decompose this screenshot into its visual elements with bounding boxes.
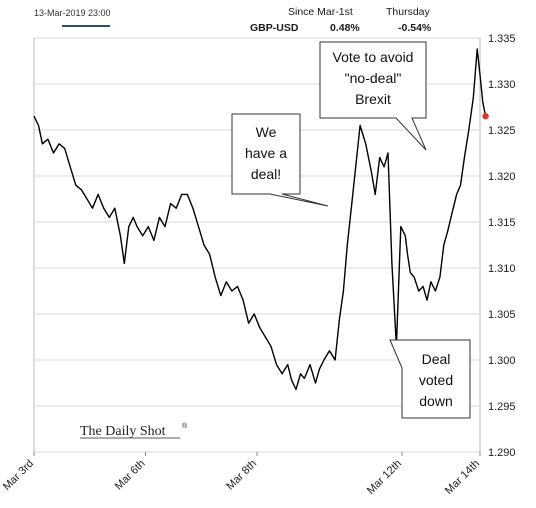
x-tick-label: Mar 6th xyxy=(113,458,148,493)
gridlines xyxy=(34,37,480,453)
series-name: GBP-USD xyxy=(250,22,299,34)
brand-text: The Daily Shot xyxy=(80,424,166,439)
thursday-column-header: Thursday xyxy=(386,6,430,18)
callout-text-line: deal! xyxy=(251,166,281,182)
brand-registered-mark: ® xyxy=(182,422,188,430)
series-line-gbp-usd xyxy=(33,48,487,391)
x-axis: Mar 3rd Mar 6th Mar 8th Mar 12th Mar 14th xyxy=(1,452,482,497)
y-tick-label: 1.305 xyxy=(488,309,516,321)
callout-text-line: "no-deal" xyxy=(345,70,402,86)
legend-swatch xyxy=(62,25,110,27)
y-tick-label: 1.300 xyxy=(488,355,516,367)
callout-text-line: voted xyxy=(419,372,453,388)
thursday-value: -0.54% xyxy=(398,22,432,34)
since-value: 0.48% xyxy=(330,22,360,34)
callout-text-line: Brexit xyxy=(355,91,391,107)
y-tick-label: 1.290 xyxy=(488,447,516,459)
callout-text-line: down xyxy=(419,393,452,409)
y-tick-label: 1.330 xyxy=(488,79,516,91)
callout-vote-to-avoid-no-deal: Vote to avoid "no-deal" Brexit xyxy=(319,41,427,151)
callout-have-a-deal: We have a deal! xyxy=(231,113,329,207)
y-axis: 1.290 1.295 1.300 1.305 1.310 1.315 1.320 1.325… xyxy=(488,33,516,459)
timestamp: 13-Mar-2019 23:00 xyxy=(34,8,111,18)
callout-text-line: have a xyxy=(245,145,287,161)
last-value-marker xyxy=(482,113,489,120)
y-tick-label: 1.325 xyxy=(488,125,516,137)
callout-bubble xyxy=(319,41,427,151)
y-tick-label: 1.310 xyxy=(488,263,516,275)
x-tick-label: Mar 3rd xyxy=(1,458,36,493)
since-column-header: Since Mar-1st xyxy=(288,6,353,18)
y-tick-label: 1.295 xyxy=(488,401,516,413)
series-layer xyxy=(33,48,489,391)
callout-text-line: Deal xyxy=(422,351,451,367)
y-tick-label: 1.315 xyxy=(488,217,516,229)
y-tick-label: 1.335 xyxy=(488,33,516,45)
callout-deal-voted-down: Deal voted down xyxy=(389,339,471,419)
brand-logo: The Daily Shot ® xyxy=(80,422,188,439)
x-tick-label: Mar 14th xyxy=(443,458,482,497)
callout-bubble xyxy=(231,113,329,207)
x-tick-label: Mar 12th xyxy=(365,458,404,497)
callout-bubble xyxy=(389,339,471,419)
x-tick-label: Mar 8th xyxy=(224,458,259,493)
callout-text-line: Vote to avoid xyxy=(333,49,414,65)
callout-text-line: We xyxy=(256,124,277,140)
y-tick-label: 1.320 xyxy=(488,171,516,183)
